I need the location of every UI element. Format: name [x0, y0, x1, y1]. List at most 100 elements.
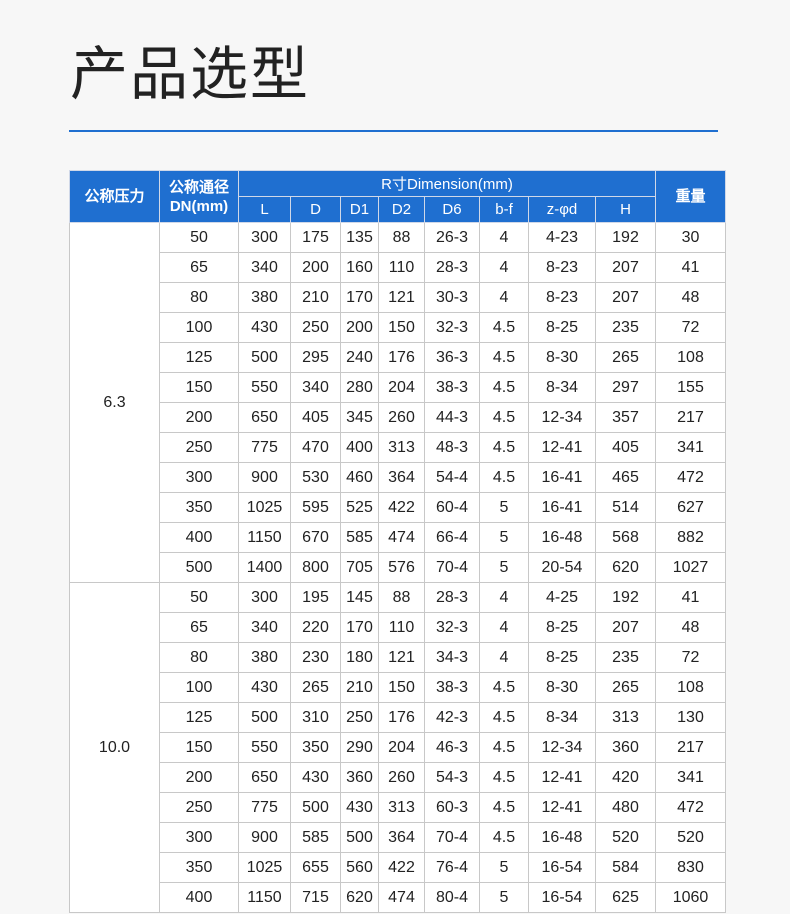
table-cell: 32-3 — [424, 612, 480, 643]
table-cell: 4.5 — [479, 762, 529, 793]
table-cell: 705 — [340, 552, 379, 583]
table-cell: 80 — [159, 282, 239, 313]
table-cell: 5 — [479, 492, 529, 523]
pressure-cell: 6.3 — [69, 222, 160, 583]
table-row: 80 380 230 180 121 34-3 4 8-25 235 72 — [70, 642, 726, 673]
table-cell: 60-3 — [424, 792, 480, 823]
table-cell: 400 — [340, 432, 379, 463]
table-cell: 350 — [159, 492, 239, 523]
table-cell: 405 — [595, 432, 656, 463]
table-cell: 4 — [479, 222, 529, 253]
table-cell: 192 — [595, 222, 656, 253]
table-cell: 176 — [378, 702, 425, 733]
table-cell: 520 — [595, 822, 656, 853]
table-cell: 4.5 — [479, 462, 529, 493]
table-cell: 313 — [595, 702, 656, 733]
table-cell: 500 — [159, 552, 239, 583]
table-cell: 422 — [378, 852, 425, 883]
table-cell: 50 — [159, 582, 239, 613]
table-cell: 235 — [595, 312, 656, 343]
table-cell: 5 — [479, 882, 529, 913]
table-cell: 650 — [238, 762, 291, 793]
table-cell: 16-54 — [528, 852, 596, 883]
table-cell: 4.5 — [479, 732, 529, 763]
table-row: 200 650 405 345 260 44-3 4.5 12-34 357 217 — [70, 402, 726, 433]
table-cell: 900 — [238, 462, 291, 493]
table-cell: 474 — [378, 882, 425, 913]
table-cell: 550 — [238, 372, 291, 403]
table-cell: 4-25 — [528, 582, 596, 613]
page-title: 产品选型 — [70, 40, 311, 108]
table-cell: 150 — [159, 372, 239, 403]
table-cell: 472 — [655, 462, 726, 493]
table-cell: 430 — [238, 672, 291, 703]
table-cell: 650 — [238, 402, 291, 433]
table-row: 80 380 210 170 121 30-3 4 8-23 207 48 — [70, 282, 726, 313]
table-cell: 775 — [238, 792, 291, 823]
table-cell: 405 — [290, 402, 341, 433]
table-cell: 585 — [290, 822, 341, 853]
table-cell: 300 — [159, 822, 239, 853]
table-cell: 430 — [238, 312, 291, 343]
table-row: 350 1025 595 525 422 60-4 5 16-41 514 627 — [70, 492, 726, 523]
table-cell: 220 — [290, 612, 341, 643]
table-cell: 420 — [595, 762, 656, 793]
table-cell: 4.5 — [479, 672, 529, 703]
table-row: 125 500 295 240 176 36-3 4.5 8-30 265 108 — [70, 342, 726, 373]
table-cell: 44-3 — [424, 402, 480, 433]
table-cell: 8-34 — [528, 372, 596, 403]
table-cell: 265 — [290, 672, 341, 703]
table-cell: 125 — [159, 342, 239, 373]
table-cell: 595 — [290, 492, 341, 523]
table-cell: 66-4 — [424, 522, 480, 553]
table-row: 65 340 200 160 110 28-3 4 8-23 207 41 — [70, 252, 726, 283]
header-d2: D2 — [378, 196, 425, 223]
table-cell: 250 — [159, 432, 239, 463]
table-cell: 8-30 — [528, 672, 596, 703]
table-cell: 500 — [340, 822, 379, 853]
table-cell: 625 — [595, 882, 656, 913]
table-cell: 16-48 — [528, 522, 596, 553]
table-cell: 240 — [340, 342, 379, 373]
table-cell: 72 — [655, 312, 726, 343]
table-cell: 1025 — [238, 852, 291, 883]
table-row: 100 430 265 210 150 38-3 4.5 8-30 265 108 — [70, 672, 726, 703]
table-cell: 290 — [340, 732, 379, 763]
table-cell: 830 — [655, 852, 726, 883]
table-cell: 460 — [340, 462, 379, 493]
table-cell: 76-4 — [424, 852, 480, 883]
table-cell: 200 — [159, 762, 239, 793]
table-cell: 4 — [479, 282, 529, 313]
table-cell: 150 — [378, 672, 425, 703]
table-cell: 400 — [159, 882, 239, 913]
table-cell: 175 — [290, 222, 341, 253]
table-cell: 230 — [290, 642, 341, 673]
table-cell: 620 — [340, 882, 379, 913]
table-cell: 192 — [595, 582, 656, 613]
table-cell: 217 — [655, 732, 726, 763]
table-cell: 16-54 — [528, 882, 596, 913]
table-cell: 12-41 — [528, 792, 596, 823]
table-cell: 360 — [595, 732, 656, 763]
table-cell: 313 — [378, 792, 425, 823]
table-cell: 525 — [340, 492, 379, 523]
table-cell: 200 — [290, 252, 341, 283]
table-cell: 8-23 — [528, 282, 596, 313]
table-cell: 60-4 — [424, 492, 480, 523]
table-cell: 50 — [159, 222, 239, 253]
table-cell: 30 — [655, 222, 726, 253]
table-cell: 265 — [595, 672, 656, 703]
table-cell: 4.5 — [479, 312, 529, 343]
table-cell: 627 — [655, 492, 726, 523]
table-cell: 200 — [159, 402, 239, 433]
table-cell: 36-3 — [424, 342, 480, 373]
table-cell: 70-4 — [424, 822, 480, 853]
table-cell: 8-34 — [528, 702, 596, 733]
table-cell: 34-3 — [424, 642, 480, 673]
table-cell: 265 — [595, 342, 656, 373]
table-cell: 195 — [290, 582, 341, 613]
table-cell: 341 — [655, 762, 726, 793]
table-cell: 4.5 — [479, 432, 529, 463]
table-cell: 4.5 — [479, 792, 529, 823]
table-cell: 160 — [340, 252, 379, 283]
